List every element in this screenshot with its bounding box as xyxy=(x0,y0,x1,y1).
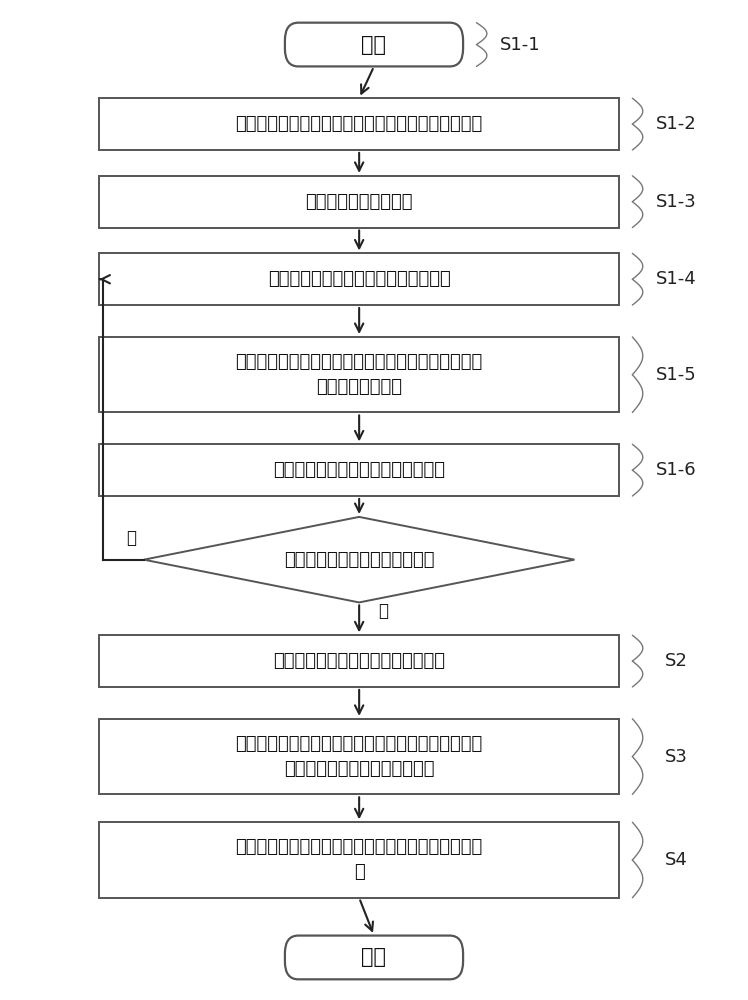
FancyBboxPatch shape xyxy=(285,23,463,66)
Text: 构建卷积神经网络模型: 构建卷积神经网络模型 xyxy=(305,193,413,211)
FancyBboxPatch shape xyxy=(285,936,463,979)
Text: 结束: 结束 xyxy=(361,947,387,967)
Bar xyxy=(99,176,619,228)
Text: 采用反向传播算法传递误差更新参数: 采用反向传播算法传递误差更新参数 xyxy=(273,461,445,479)
Text: 将预处理训练图像作为训练集输入模型: 将预处理训练图像作为训练集输入模型 xyxy=(268,270,450,288)
Text: S1-1: S1-1 xyxy=(500,36,541,54)
Bar xyxy=(99,719,619,794)
Text: 对待判定图像及目标图像进行预处理: 对待判定图像及目标图像进行预处理 xyxy=(273,652,445,670)
Text: 开始: 开始 xyxy=(361,35,387,55)
Text: S1-4: S1-4 xyxy=(656,270,696,288)
Bar xyxy=(99,98,619,150)
Text: S3: S3 xyxy=(665,748,687,766)
Bar xyxy=(99,253,619,305)
Polygon shape xyxy=(144,517,574,602)
Bar xyxy=(99,444,619,496)
Text: S1-6: S1-6 xyxy=(656,461,696,479)
Bar xyxy=(99,635,619,687)
Text: 对多个现有人脸图像进行预处理获得预处理训练图像: 对多个现有人脸图像进行预处理获得预处理训练图像 xyxy=(236,115,482,133)
Text: 将预定层设定为量化层并进行整数位量化，然后进行
前向传递计算误差: 将预定层设定为量化层并进行整数位量化，然后进行 前向传递计算误差 xyxy=(236,353,482,396)
Text: S2: S2 xyxy=(665,652,687,670)
Text: S1-5: S1-5 xyxy=(656,366,696,384)
Text: 是否达到达到了完成训练的条件: 是否达到达到了完成训练的条件 xyxy=(284,551,435,569)
Text: S1-2: S1-2 xyxy=(656,115,696,133)
Bar xyxy=(99,337,619,412)
Text: 是: 是 xyxy=(378,602,387,620)
Bar xyxy=(99,822,619,898)
Text: 将预处理待判定图像及预处理目标图像输入模型得到
待判定特征向量及目标特征向量: 将预处理待判定图像及预处理目标图像输入模型得到 待判定特征向量及目标特征向量 xyxy=(236,735,482,778)
Text: 根据目标特征向量及待判定向量判定出一致的人脸图
像: 根据目标特征向量及待判定向量判定出一致的人脸图 像 xyxy=(236,838,482,881)
Text: 否: 否 xyxy=(126,529,136,547)
Text: S1-3: S1-3 xyxy=(656,193,696,211)
Text: S4: S4 xyxy=(665,851,687,869)
